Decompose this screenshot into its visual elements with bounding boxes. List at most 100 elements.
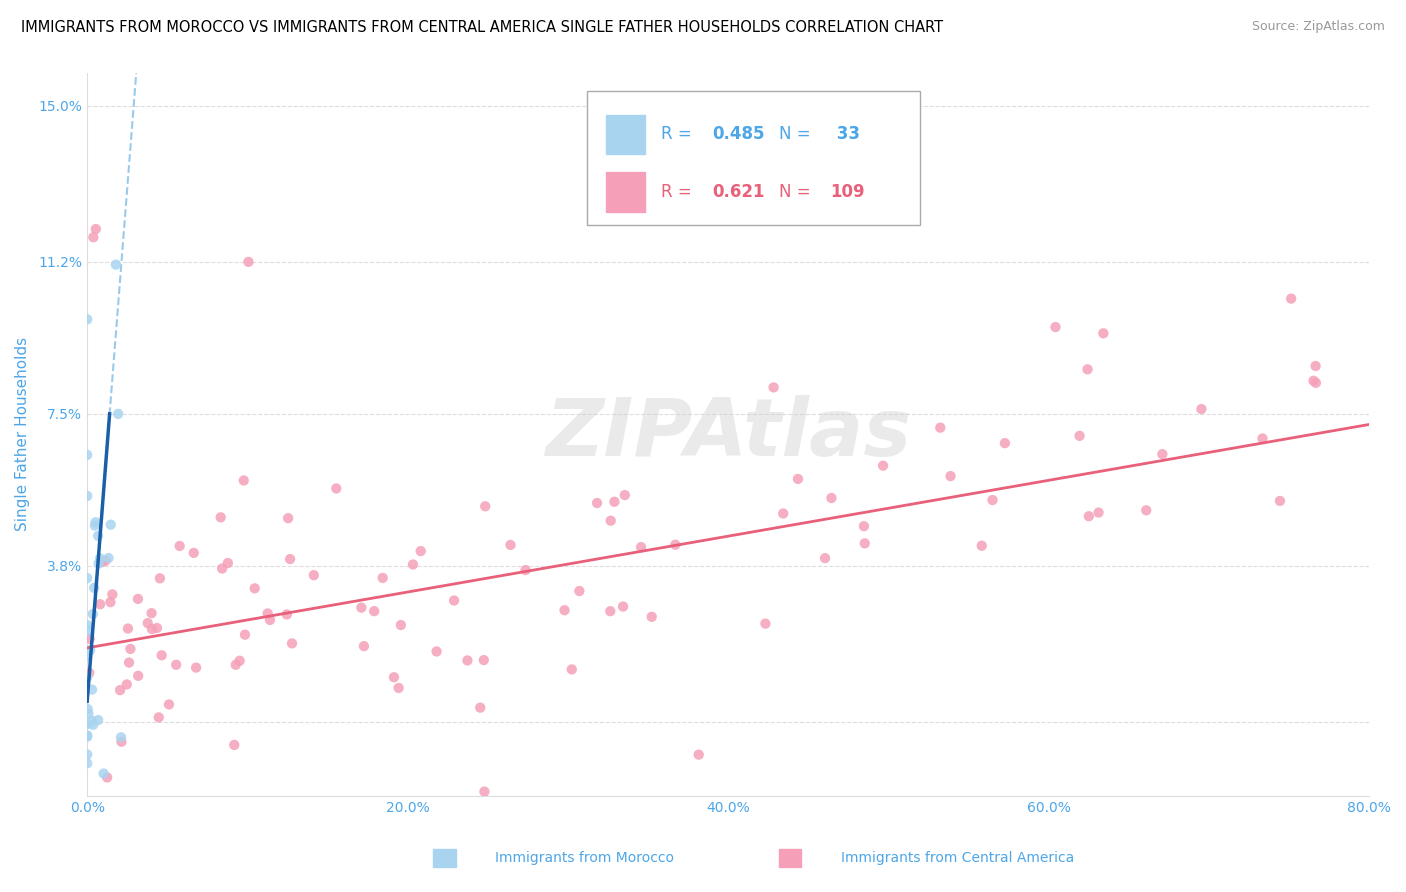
- Point: [981, 493, 1004, 508]
- Point: [83, 518, 105, 533]
- Point: [76, 448, 98, 462]
- Point: [157, 698, 180, 712]
- Point: [443, 593, 465, 607]
- Point: [1302, 374, 1324, 388]
- Text: 33: 33: [831, 126, 859, 144]
- Point: [100, 517, 122, 532]
- Point: [76, 571, 98, 585]
- Point: [787, 472, 810, 486]
- Point: [76, 670, 98, 684]
- Point: [107, 407, 129, 421]
- Point: [426, 644, 449, 658]
- Point: [612, 599, 634, 614]
- Bar: [606, 114, 645, 154]
- Point: [225, 657, 247, 672]
- Point: [1045, 320, 1067, 334]
- Point: [939, 469, 962, 483]
- Point: [586, 496, 609, 510]
- Point: [233, 628, 256, 642]
- Point: [110, 731, 132, 745]
- Text: R =: R =: [661, 183, 697, 202]
- Text: 109: 109: [831, 183, 865, 202]
- Point: [184, 660, 207, 674]
- Point: [82, 607, 104, 621]
- Point: [554, 603, 576, 617]
- Point: [149, 571, 172, 585]
- Point: [929, 420, 952, 434]
- Point: [1279, 292, 1302, 306]
- Point: [211, 561, 233, 575]
- Point: [599, 514, 621, 528]
- Point: [561, 662, 583, 676]
- Point: [76, 312, 98, 326]
- Point: [79, 643, 101, 657]
- Point: [101, 587, 124, 601]
- Point: [388, 681, 411, 695]
- Point: [169, 539, 191, 553]
- Point: [1251, 432, 1274, 446]
- Point: [96, 771, 118, 785]
- Point: [1077, 509, 1099, 524]
- FancyBboxPatch shape: [588, 91, 921, 225]
- Point: [762, 380, 785, 394]
- Point: [183, 546, 205, 560]
- Point: [77, 706, 100, 721]
- Point: [118, 656, 141, 670]
- Text: Immigrants from Central America: Immigrants from Central America: [841, 851, 1074, 865]
- Point: [87, 713, 110, 727]
- Point: [256, 607, 278, 621]
- Text: 0.621: 0.621: [713, 183, 765, 202]
- Point: [76, 730, 98, 744]
- Point: [276, 607, 298, 622]
- Point: [77, 665, 100, 680]
- Point: [1087, 506, 1109, 520]
- Point: [84, 515, 107, 529]
- Point: [994, 436, 1017, 450]
- Point: [80, 714, 103, 728]
- Point: [1152, 447, 1174, 461]
- Point: [232, 474, 254, 488]
- Point: [136, 616, 159, 631]
- Point: [76, 717, 98, 731]
- Point: [772, 507, 794, 521]
- Point: [852, 519, 875, 533]
- Point: [224, 738, 246, 752]
- Y-axis label: Single Father Households: Single Father Households: [15, 337, 30, 532]
- Point: [80, 682, 103, 697]
- Point: [402, 558, 425, 572]
- Point: [115, 677, 138, 691]
- Point: [872, 458, 894, 473]
- Point: [150, 648, 173, 663]
- Point: [87, 557, 110, 571]
- Point: [641, 609, 664, 624]
- Point: [148, 710, 170, 724]
- Point: [93, 766, 115, 780]
- Point: [281, 636, 304, 650]
- Point: [108, 683, 131, 698]
- Point: [87, 529, 110, 543]
- Point: [146, 621, 169, 635]
- Point: [1076, 362, 1098, 376]
- Point: [259, 613, 281, 627]
- Point: [76, 648, 98, 663]
- Point: [228, 654, 250, 668]
- Point: [350, 600, 373, 615]
- Point: [754, 616, 776, 631]
- Bar: [606, 172, 645, 212]
- Point: [630, 540, 652, 554]
- Point: [515, 563, 537, 577]
- Point: [82, 718, 104, 732]
- Point: [1191, 402, 1213, 417]
- Text: ZIPAtlas: ZIPAtlas: [546, 395, 911, 474]
- Point: [77, 624, 100, 638]
- Point: [217, 556, 239, 570]
- Text: R =: R =: [661, 126, 697, 144]
- Point: [277, 511, 299, 525]
- Text: N =: N =: [779, 126, 817, 144]
- Point: [127, 591, 149, 606]
- Point: [1268, 494, 1291, 508]
- Point: [474, 500, 496, 514]
- Point: [238, 255, 260, 269]
- Point: [603, 495, 626, 509]
- Point: [243, 582, 266, 596]
